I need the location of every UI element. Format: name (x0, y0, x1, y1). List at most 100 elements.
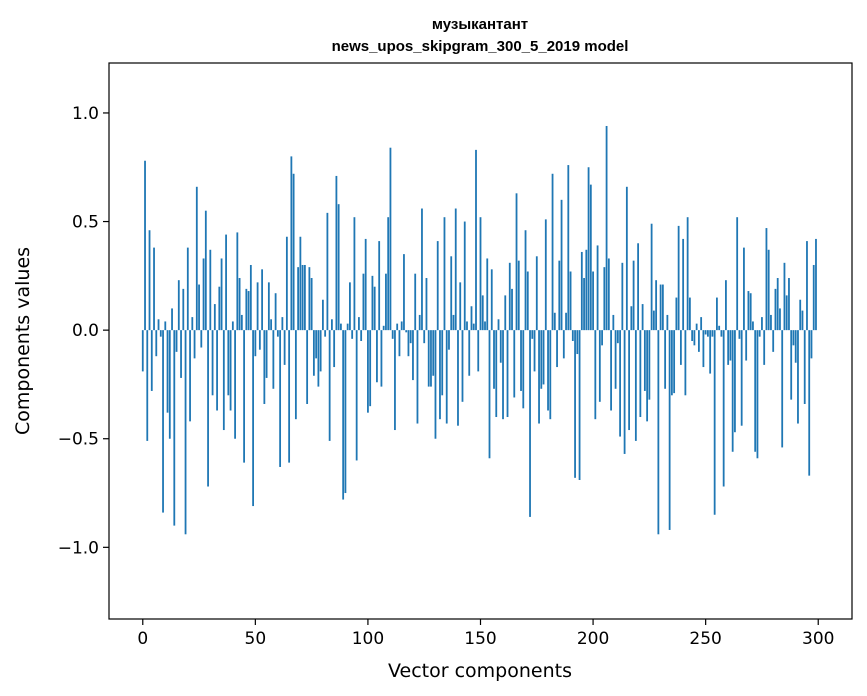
bar (722, 330, 725, 487)
bar (290, 156, 293, 331)
bar (391, 330, 394, 339)
y-tick-label: −1.0 (58, 538, 99, 558)
bar (481, 295, 484, 331)
bar (580, 251, 583, 331)
bar (407, 330, 410, 357)
bar (499, 330, 502, 363)
bar (763, 330, 766, 365)
bar (592, 271, 594, 331)
bar (688, 297, 691, 331)
bar (619, 330, 621, 437)
bar (713, 330, 716, 515)
bar (326, 212, 329, 331)
bar (792, 330, 795, 346)
bar (594, 330, 597, 420)
bar (718, 325, 721, 331)
bar (150, 330, 153, 391)
bar (234, 330, 236, 439)
bar (202, 258, 205, 331)
bar (164, 321, 167, 331)
bar (324, 330, 327, 337)
bar (346, 323, 349, 331)
bar (711, 330, 714, 337)
bar (790, 330, 793, 400)
bar (198, 284, 200, 331)
bar (301, 264, 304, 331)
x-tick-label: 100 (352, 629, 384, 649)
bar (333, 330, 336, 368)
bar (731, 330, 734, 452)
bar (808, 330, 811, 476)
bar (414, 273, 417, 331)
bar (243, 330, 245, 463)
bar (362, 273, 365, 331)
bar (776, 278, 779, 331)
bar (306, 330, 309, 404)
bar (385, 273, 387, 331)
x-tick-label: 300 (802, 629, 834, 649)
bar (263, 330, 266, 404)
bar (675, 297, 678, 331)
bar (585, 249, 588, 331)
bar (252, 330, 254, 507)
bar (261, 269, 264, 331)
bar (637, 243, 640, 331)
bar (247, 291, 250, 331)
bar (652, 310, 655, 331)
bar (774, 288, 777, 331)
bar (605, 125, 608, 331)
bar (508, 262, 511, 331)
bar (799, 299, 802, 331)
bar (162, 330, 164, 513)
bar (603, 267, 606, 331)
bar (684, 330, 687, 396)
bar (745, 330, 748, 361)
bar (225, 234, 227, 331)
bar (691, 330, 694, 341)
chart-title: музыкантант (432, 16, 528, 33)
y-axis-label: Components values (12, 247, 34, 435)
bar (394, 330, 396, 431)
bar (628, 330, 631, 431)
bar (144, 160, 146, 331)
bar (551, 173, 554, 331)
x-tick-label: 150 (464, 629, 496, 649)
bar (146, 330, 149, 441)
bar (448, 330, 450, 350)
bar (328, 330, 331, 441)
bar (468, 330, 471, 376)
bar (693, 330, 696, 346)
bar (794, 330, 797, 363)
bar (312, 330, 315, 376)
bar (274, 293, 277, 331)
bar (434, 330, 437, 439)
bar (387, 217, 390, 331)
bar (409, 330, 412, 344)
bar (209, 249, 212, 331)
x-tick-label: 0 (137, 629, 148, 649)
bar (367, 330, 369, 413)
bar (646, 330, 649, 422)
y-tick-label: 0.0 (72, 321, 99, 341)
bar (441, 330, 444, 396)
bar (558, 260, 561, 331)
bar (533, 330, 536, 372)
bar (781, 330, 784, 448)
bar (236, 232, 239, 331)
bar (254, 330, 257, 357)
bar (664, 330, 667, 389)
bar (216, 330, 218, 411)
bar (396, 323, 399, 331)
y-tick-label: 1.0 (72, 104, 99, 124)
bar (673, 330, 676, 394)
bar (294, 330, 297, 420)
bar (529, 330, 531, 517)
bar (153, 247, 155, 331)
bar (630, 306, 633, 331)
bar (193, 330, 196, 359)
bar (175, 330, 178, 352)
x-tick-label: 250 (689, 629, 721, 649)
bar (265, 330, 268, 378)
bar (337, 204, 340, 331)
bar (432, 330, 435, 376)
